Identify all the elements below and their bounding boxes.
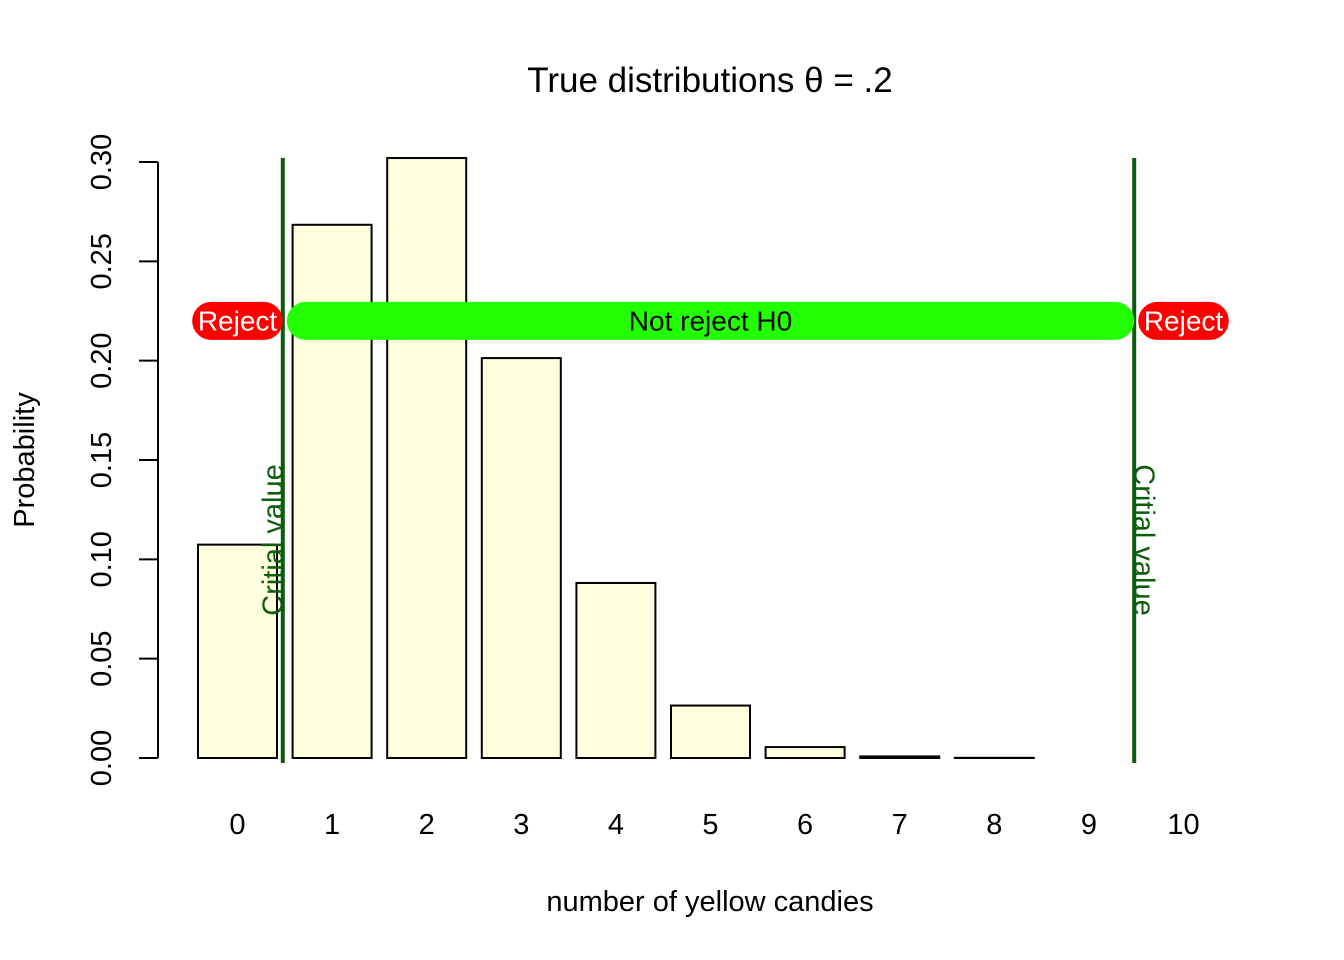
y-tick-label: 0.15	[86, 432, 118, 488]
reject-label: Reject	[1144, 305, 1224, 336]
x-tick-label-5: 5	[702, 809, 718, 841]
y-tick-label: 0.25	[86, 233, 118, 289]
bar-5	[670, 704, 751, 759]
x-tick-label-2: 2	[419, 809, 435, 841]
x-tick-label-0: 0	[229, 809, 245, 841]
bars	[197, 157, 1035, 760]
y-tick-label: 0.30	[86, 134, 118, 190]
y-tick-label: 0.05	[86, 630, 118, 686]
bar-7	[859, 755, 941, 759]
chart-title: True distributions θ = .2	[527, 61, 892, 100]
y-axis-label: Probability	[9, 392, 41, 528]
bar-2	[386, 157, 468, 759]
x-tick-label-7: 7	[892, 809, 908, 841]
bar-4	[575, 581, 657, 759]
bar-3	[480, 357, 562, 759]
x-axis-label: number of yellow candies	[546, 886, 873, 918]
x-tick-label-1: 1	[324, 809, 340, 841]
reject-label: Reject	[198, 305, 278, 336]
y-axis: 0.00 0.05 0.10 0.15 0.20 0.25 0.30	[86, 134, 159, 786]
not-reject-band	[286, 301, 1135, 340]
bar-0	[197, 543, 278, 760]
x-tick-label-6: 6	[797, 809, 813, 841]
y-tick-label: 0.00	[86, 730, 118, 786]
reject-band	[1138, 301, 1229, 340]
x-tick-labels: 0 1 2 3 4 5 6 7 8 9 10	[229, 809, 1199, 841]
x-tick-label-10: 10	[1167, 809, 1199, 841]
reject-band	[192, 301, 283, 340]
decision-regions: Reject Not reject H0 Reject	[192, 301, 1229, 340]
x-tick-label-8: 8	[986, 809, 1002, 841]
critical-value-label: Critial value	[1128, 464, 1160, 616]
critical-value-label: Critial value	[257, 464, 289, 616]
y-tick-label: 0.20	[86, 332, 118, 388]
critical-value-lines: Critial value Critial value	[257, 158, 1160, 763]
x-tick-label-4: 4	[608, 809, 624, 841]
x-tick-label-9: 9	[1081, 809, 1097, 841]
not-reject-label: Not reject H0	[629, 305, 792, 336]
x-tick-label-3: 3	[513, 809, 529, 841]
y-tick-label: 0.10	[86, 531, 118, 587]
bar-6	[764, 746, 846, 759]
